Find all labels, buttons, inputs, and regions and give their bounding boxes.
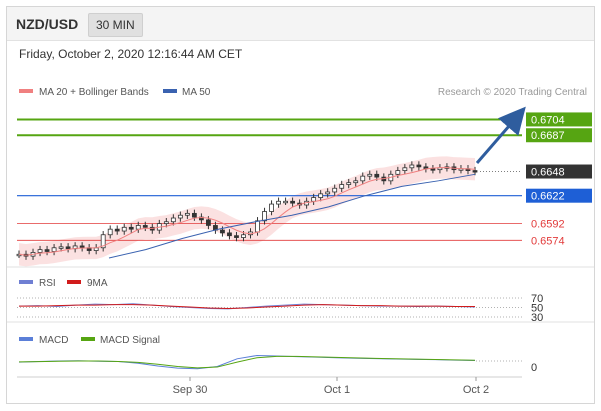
level-label-2: 0.6648: [531, 167, 565, 179]
macd-legend-swatch: [19, 337, 33, 341]
macd-panel: 0: [18, 354, 537, 374]
candle-body-24: [184, 212, 190, 216]
candle-body-21: [163, 221, 169, 224]
credit-text: Research © 2020 Trading Central: [438, 87, 587, 98]
macd-signal-line: [18, 355, 476, 369]
candle-body-35: [262, 211, 267, 222]
forecast-arrow: [475, 106, 526, 164]
bollinger-bands: [19, 156, 475, 267]
candle-body-49: [360, 175, 366, 182]
candle-body-12: [100, 234, 106, 249]
x-tick-label-2: Oct 2: [463, 384, 489, 396]
candle-body-30: [227, 232, 232, 237]
candle-body-16: [128, 226, 134, 230]
ma20-legend-swatch: [19, 89, 33, 93]
candle-body-37: [276, 200, 281, 205]
candle-body-57: [416, 164, 422, 168]
candle-body-27: [206, 219, 211, 226]
rsi-legend-label: RSI: [39, 278, 56, 289]
candle-body-5: [51, 247, 57, 252]
rsi-legend-swatch: [19, 280, 33, 284]
candle-body-23: [177, 214, 183, 219]
ma20-legend-label: MA 20 + Bollinger Bands: [39, 87, 149, 98]
level-tag-3: [526, 188, 592, 203]
candle-body-39: [290, 200, 296, 204]
moving-averages: [18, 166, 476, 259]
candle-body-48: [353, 180, 359, 184]
x-tick-label-0: Sep 30: [173, 384, 208, 396]
timeframe-badge[interactable]: 30 MIN: [88, 13, 143, 37]
candle-body-43: [318, 193, 324, 198]
candle-body-45: [332, 187, 338, 193]
candle-body-4: [44, 249, 50, 252]
macd-legend-label: MACD: [39, 335, 68, 346]
candle-body-34: [255, 220, 260, 233]
rsi-ma-line: [19, 304, 475, 309]
level-label-3: 0.6622: [531, 191, 565, 203]
candle-body-50: [367, 173, 373, 177]
level-tag-0: [526, 112, 592, 127]
candle-body-55: [402, 167, 408, 171]
price-levels: 0.6704 0.6687 0.6648 0.6622 0.6592 0.6574: [17, 112, 592, 247]
chart-widget: NZD/USD 30 MIN Friday, October 2, 2020 1…: [6, 6, 595, 404]
currency-pair: NZD/USD: [16, 16, 79, 32]
candle-body-18: [142, 225, 148, 228]
candle-body-54: [395, 170, 401, 175]
timestamp: Friday, October 2, 2020 12:16:44 AM CET: [19, 47, 243, 61]
candle-body-32: [241, 234, 246, 238]
rsi-level-label-1: 50: [531, 303, 543, 315]
level-label-0: 0.6704: [531, 114, 565, 126]
candle-body-36: [269, 203, 274, 212]
level-label-1: 0.6687: [531, 130, 565, 142]
candle-body-17: [135, 225, 141, 230]
macd-line: [18, 354, 476, 370]
bollinger-band-area: [19, 156, 475, 267]
candle-body-38: [283, 200, 288, 204]
candle-body-15: [121, 226, 127, 232]
candle-body-7: [65, 246, 71, 250]
candle-body-56: [409, 164, 415, 169]
candle-body-13: [107, 228, 113, 236]
ma50-legend-swatch: [163, 89, 177, 93]
rsi-level-label-2: 30: [531, 312, 543, 324]
macd-level-label-0: 0: [531, 362, 537, 374]
level-tag-2: [526, 164, 592, 179]
candle-body-14: [114, 228, 120, 232]
x-axis: Sep 30 Oct 1 Oct 2: [173, 377, 489, 396]
candle-body-3: [37, 249, 43, 253]
candle-body-44: [325, 191, 331, 195]
candle-body-9: [79, 245, 85, 249]
macd-signal-legend-swatch: [81, 337, 95, 341]
rsi-level-label-0: 70: [531, 293, 543, 305]
rsi-ma-legend-swatch: [67, 280, 81, 284]
x-tick-label-1: Oct 1: [324, 384, 350, 396]
macd-signal-legend-label: MACD Signal: [100, 335, 160, 346]
level-label-4: 0.6592: [531, 219, 565, 231]
ma20-line: [18, 166, 476, 256]
rsi-ma-legend-label: 9MA: [87, 278, 108, 289]
candle-body-31: [234, 235, 239, 238]
candle-body-46: [339, 184, 345, 189]
candle-body-59: [430, 168, 436, 171]
ma50-line: [108, 173, 476, 259]
chart-header: NZD/USD 30 MIN: [7, 7, 594, 41]
candle-body-6: [58, 246, 64, 249]
level-label-5: 0.6574: [531, 235, 565, 247]
candle-body-22: [170, 217, 176, 223]
candle-body-65: [472, 170, 478, 173]
candle-body-47: [346, 182, 352, 185]
candle-body-42: [311, 197, 317, 202]
candle-body-29: [220, 229, 225, 234]
ma50-legend-label: MA 50: [182, 87, 211, 98]
candle-body-25: [191, 212, 197, 218]
candle-body-51: [374, 173, 380, 178]
level-tag-1: [526, 128, 592, 143]
